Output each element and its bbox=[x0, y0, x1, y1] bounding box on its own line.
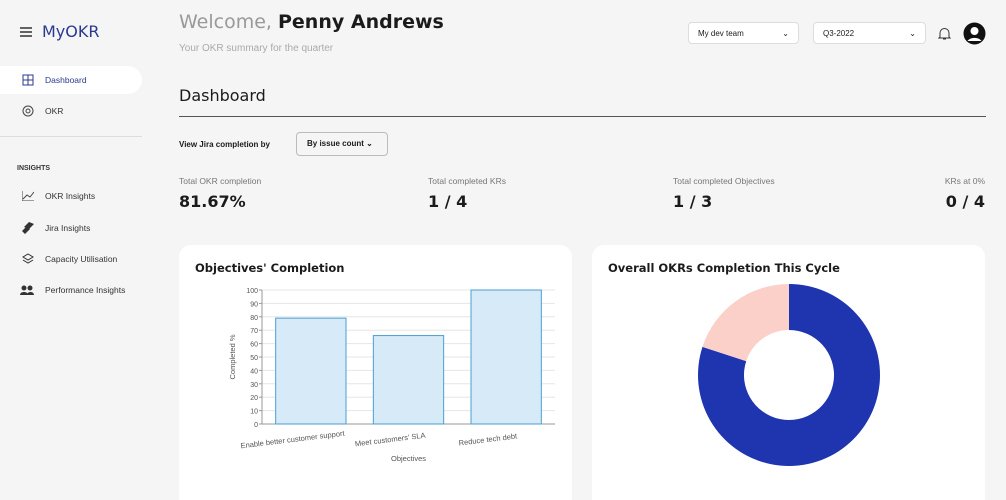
greeting: Welcome, bbox=[179, 11, 272, 33]
icon bbox=[22, 191, 34, 201]
bar bbox=[275, 317, 347, 425]
stat-value: 0 / 4 bbox=[945, 192, 985, 211]
quarter-select[interactable]: Q3-2022 ⌄ bbox=[813, 22, 926, 44]
stat-value: 1 / 4 bbox=[428, 192, 468, 211]
chart-title: Overall OKRs Completion This Cycle bbox=[608, 261, 840, 275]
stat-value: 1 / 3 bbox=[673, 192, 713, 211]
y-tick-label: 10 bbox=[250, 409, 258, 416]
y-tick-label: 20 bbox=[250, 395, 258, 402]
nav-item[interactable]: Capacity Utilisation bbox=[45, 254, 118, 264]
quarter: Q3-2022 bbox=[823, 29, 855, 38]
y-tick-label: 30 bbox=[250, 382, 258, 389]
y-tick-label: 90 bbox=[250, 301, 258, 308]
nav-item[interactable]: Jira Insights bbox=[45, 223, 91, 233]
icon bbox=[22, 222, 34, 234]
stat-label: Total OKR completion bbox=[179, 176, 262, 186]
y-tick-label: 80 bbox=[250, 315, 258, 322]
bar bbox=[470, 289, 542, 425]
x-tick-label: Reduce tech debt bbox=[458, 431, 518, 447]
okr-icon bbox=[22, 105, 34, 117]
bar bbox=[372, 335, 445, 425]
divider bbox=[0, 136, 142, 137]
y-tick-label: 100 bbox=[246, 288, 258, 295]
filter-value: By issue count bbox=[307, 139, 364, 148]
y-tick-label: 50 bbox=[250, 355, 258, 362]
chart-card: Objectives' Completion 0 10 20 30 40 50 60 70 80… bbox=[179, 245, 572, 500]
nav-item[interactable]: OKR bbox=[45, 106, 64, 116]
chart-card: Overall OKRs Completion This Cycle bbox=[592, 245, 985, 500]
x-tick-label: Enable better customer support bbox=[240, 429, 346, 451]
section-label: INSIGHTS bbox=[17, 165, 51, 172]
stat-label: Total completed KRs bbox=[428, 176, 506, 186]
team: My dev team bbox=[698, 29, 744, 38]
bell-icon[interactable] bbox=[938, 26, 951, 41]
donut-slice bbox=[702, 284, 789, 362]
nav-item[interactable]: Dashboard bbox=[45, 75, 87, 85]
subtitle: Your OKR summary for the quarter bbox=[179, 43, 334, 54]
y-tick-label: 70 bbox=[250, 328, 258, 335]
user-name: Penny Andrews bbox=[278, 11, 444, 33]
stat-label: Total completed Objectives bbox=[673, 176, 775, 186]
donut-chart bbox=[698, 284, 880, 466]
y-tick-label: 40 bbox=[250, 368, 258, 375]
y-tick-label: 60 bbox=[250, 342, 258, 349]
x-axis-label: Objectives bbox=[391, 454, 426, 463]
nav-item[interactable]: OKR Insights bbox=[45, 191, 96, 201]
app-name: MyOKR bbox=[42, 22, 100, 41]
stat-value: 81.67% bbox=[179, 192, 246, 211]
x-tick-label: Meet customers' SLA bbox=[354, 431, 426, 449]
menu-icon[interactable] bbox=[20, 27, 32, 37]
stat-label: KRs at 0% bbox=[944, 176, 985, 186]
y-tick-label: 0 bbox=[254, 422, 258, 429]
page-title: Dashboard bbox=[179, 86, 266, 105]
bar-chart: 0 10 20 30 40 50 60 70 80 90 100 Enable better cust… bbox=[228, 288, 555, 463]
team-select[interactable]: My dev team ⌄ bbox=[688, 22, 799, 44]
filter-label: View Jira completion by bbox=[179, 140, 270, 149]
icon bbox=[22, 253, 34, 264]
greeting-line: Welcome, Penny Andrews bbox=[179, 11, 444, 33]
dashboard-icon bbox=[22, 74, 34, 86]
chart-title: Objectives' Completion bbox=[195, 261, 345, 275]
avatar[interactable] bbox=[963, 22, 986, 45]
donut-slice bbox=[698, 284, 880, 466]
filter-button[interactable]: By issue count ⌄ bbox=[296, 132, 388, 156]
icon bbox=[20, 285, 34, 295]
divider bbox=[179, 116, 986, 117]
y-axis-label: Completed % bbox=[228, 334, 237, 379]
nav-item[interactable]: Performance Insights bbox=[45, 285, 126, 295]
